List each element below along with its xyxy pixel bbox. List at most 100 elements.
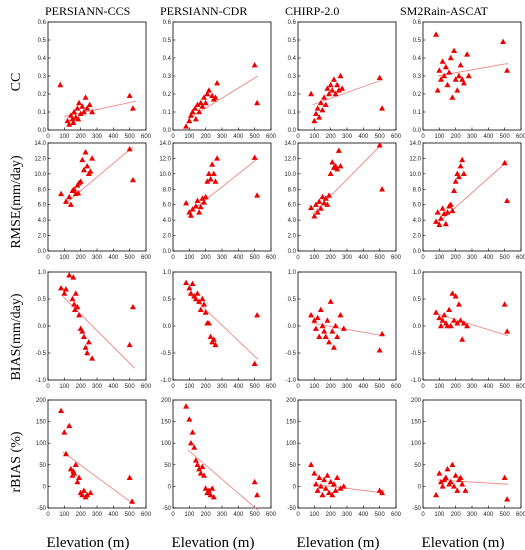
y-tick-label: 14.0: [284, 141, 296, 147]
data-point: [85, 339, 92, 345]
x-tick-label: 200: [326, 512, 337, 518]
data-point: [379, 105, 386, 111]
panel-sm2rain-ascat-rmse-mm-day: 0 100 200 300 400 500 600 0.0 2.0 4.0 6.0 8.0 10.0 12…: [409, 141, 525, 261]
data-point: [183, 403, 190, 409]
data-point: [204, 90, 211, 97]
plot-frame: [422, 271, 522, 381]
column-title-chirp: CHIRP-2.0: [285, 4, 339, 18]
data-point: [454, 487, 461, 493]
x-tick-label: 100: [59, 384, 70, 390]
trend-line: [62, 451, 134, 505]
data-point: [129, 303, 136, 310]
y-tick-label: 12.0: [409, 156, 421, 162]
data-point: [67, 201, 74, 207]
data-point: [452, 178, 459, 184]
data-point: [77, 178, 84, 184]
x-tick-label: 100: [309, 134, 320, 140]
x-tick-label: 400: [108, 384, 119, 390]
data-point: [192, 105, 199, 111]
data-point: [186, 117, 193, 124]
data-point: [376, 142, 383, 148]
x-tick-label: 500: [500, 512, 511, 518]
x-tick-label: 0: [171, 384, 175, 390]
y-tick-label: 0.6: [163, 20, 172, 26]
data-point: [334, 166, 341, 172]
data-point: [449, 94, 456, 100]
data-point: [196, 108, 203, 115]
data-point: [324, 472, 331, 478]
trend-line: [312, 483, 383, 494]
data-point: [460, 80, 467, 86]
data-point: [457, 62, 464, 68]
y-tick-label: 8.0: [413, 187, 422, 193]
data-point: [334, 81, 341, 88]
data-point: [186, 285, 193, 291]
data-point: [74, 478, 81, 485]
data-point: [504, 496, 511, 502]
data-point: [205, 320, 212, 326]
x-tick-label: 600: [391, 512, 402, 518]
data-point: [327, 478, 334, 485]
data-point: [72, 461, 79, 467]
plot-frame: [47, 142, 147, 252]
data-point: [444, 209, 451, 215]
data-point: [205, 170, 212, 177]
x-tick-label: 0: [296, 512, 300, 518]
data-point: [465, 72, 472, 79]
data-point: [316, 333, 323, 339]
plot-frame: [297, 142, 397, 252]
y-tick-label: 0.5: [38, 38, 47, 44]
y-tick-label: 150: [286, 420, 297, 426]
panel-persiann-ccs-cc: 0 100 200 300 400 500 600 0.0 0.1 0.2 0.3 0.4 0.5 0.6: [38, 20, 152, 140]
x-tick-label: 0: [46, 255, 50, 261]
y-tick-label: 0.3: [38, 74, 47, 80]
data-point: [70, 119, 77, 125]
y-tick-label: 150: [411, 420, 422, 426]
data-point: [254, 192, 261, 198]
data-point: [76, 312, 83, 318]
data-point: [504, 197, 511, 204]
x-tick-label: 400: [483, 255, 494, 261]
y-tick-label: 0.5: [163, 38, 172, 44]
x-tick-label: 100: [309, 384, 320, 390]
data-point: [447, 54, 454, 61]
data-point: [501, 159, 508, 166]
data-point: [329, 87, 336, 93]
data-point: [329, 491, 336, 498]
data-point: [199, 103, 206, 109]
x-tick-label: 100: [434, 134, 445, 140]
data-point: [214, 80, 221, 86]
data-point: [340, 325, 347, 331]
data-point: [201, 472, 208, 478]
data-point: [199, 195, 206, 201]
x-tick-label: 300: [467, 255, 478, 261]
data-point: [451, 187, 458, 194]
y-tick-label: 6.0: [163, 203, 172, 209]
data-point: [433, 218, 440, 224]
data-point: [70, 274, 77, 280]
data-point: [314, 209, 321, 215]
data-point: [75, 116, 82, 122]
y-tick-label: 0.4: [38, 56, 47, 62]
data-point: [321, 199, 328, 206]
data-point: [82, 344, 89, 350]
x-tick-label: 600: [266, 134, 277, 140]
data-point: [187, 112, 194, 118]
data-point: [86, 101, 93, 107]
data-point: [452, 76, 459, 82]
data-point: [251, 360, 258, 366]
x-tick-label: 300: [467, 134, 478, 140]
y-tick-label: 0.0: [413, 128, 422, 134]
data-point: [332, 90, 339, 97]
data-point: [454, 320, 461, 326]
data-point: [439, 317, 446, 323]
panel-sm2rain-ascat-bias-mm-day: 0 100 200 300 400 500 600 -1.0 -0.5 0.0 0.5 1.0: [411, 270, 525, 390]
data-point: [192, 116, 199, 122]
y-tick-label: 0.5: [288, 297, 297, 303]
x-tick-label: 100: [309, 512, 320, 518]
panel-persiann-ccs-rmse-mm-day: 0 100 200 300 400 500 600 0.0 2.0 4.0 6.0 8.0 10.0 12…: [34, 141, 151, 261]
data-point: [324, 201, 331, 207]
data-point: [442, 63, 449, 70]
plot-frame: [422, 142, 522, 252]
data-point: [58, 285, 65, 291]
